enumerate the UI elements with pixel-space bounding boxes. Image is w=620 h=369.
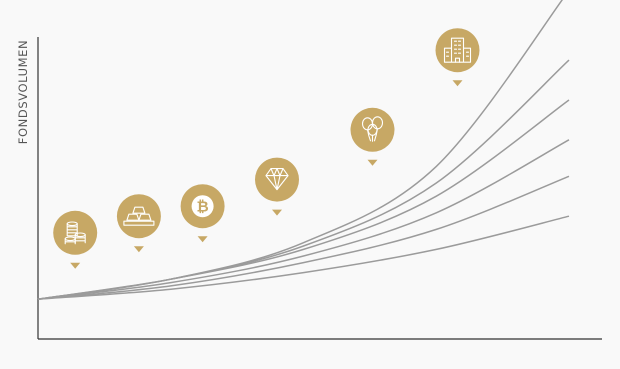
bitcoin-icon: ₿	[191, 195, 214, 218]
gold-bars-icon	[123, 206, 155, 226]
series-line-4	[37, 139, 570, 300]
marker-gold-bars	[116, 194, 161, 253]
asset-markers: ₿	[53, 28, 480, 269]
marker-office-building	[435, 28, 480, 87]
series-line-5	[37, 175, 570, 300]
balloons-icon	[361, 116, 384, 142]
marker-diamond	[255, 157, 299, 216]
series-line-6	[37, 215, 570, 300]
marker-pointer	[197, 236, 208, 243]
y-axis-label: FONDSVOLUMEN	[16, 40, 30, 144]
diamond-icon	[265, 168, 289, 191]
office-building-icon	[443, 37, 472, 63]
marker-circle	[255, 157, 299, 202]
marker-balloons	[350, 107, 395, 166]
series-line-1	[37, 0, 563, 300]
svg-text:₿: ₿	[196, 198, 208, 216]
marker-circle	[116, 194, 161, 239]
marker-pointer	[133, 246, 144, 253]
marker-bitcoin: ₿	[180, 184, 225, 243]
marker-pointer	[272, 209, 282, 216]
marker-coin-stack	[53, 210, 98, 269]
marker-pointer	[70, 262, 81, 269]
marker-circle	[350, 107, 395, 152]
series-curves	[37, 0, 570, 300]
marker-pointer	[367, 159, 378, 166]
marker-pointer	[452, 80, 463, 87]
marker-circle	[435, 28, 480, 73]
coin-stack-icon	[64, 221, 86, 245]
series-line-3	[37, 99, 570, 300]
